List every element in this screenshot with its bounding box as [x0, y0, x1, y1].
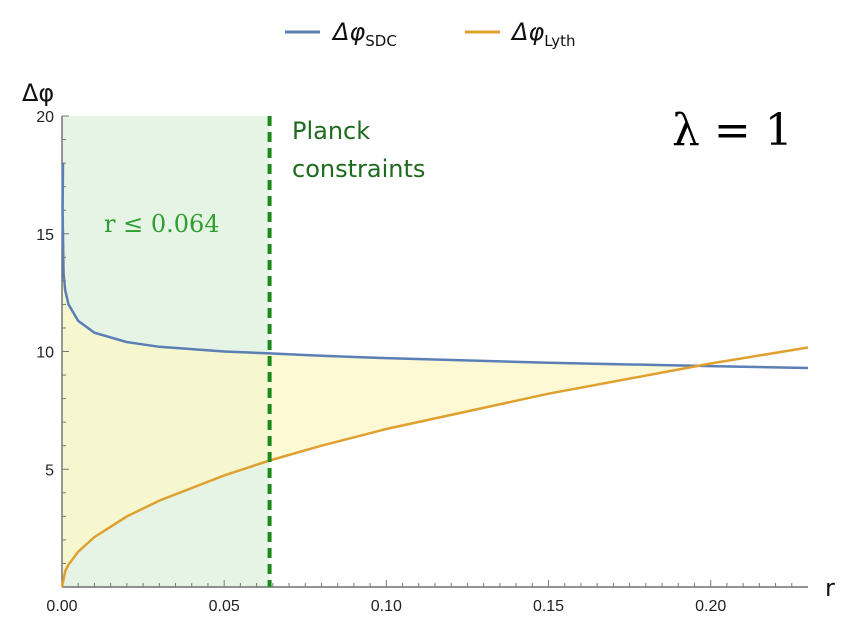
x-tick-label: 0.05: [209, 598, 240, 615]
y-tick-label: 5: [45, 462, 54, 479]
x-tick-label: 0.10: [371, 598, 402, 615]
fill-between-curves: [62, 210, 697, 587]
series-line-lyth: [60, 346, 809, 588]
x-axis-label: r: [825, 574, 835, 602]
legend-symbol-sdc: Δφ: [331, 18, 365, 46]
x-tick-label: 0.15: [533, 598, 564, 615]
lambda-label: λ = 1: [672, 105, 793, 156]
r-constraint-label: r ≤ 0.064: [104, 210, 220, 238]
plot-area: 5 10 15 20 0.00 0.05 0.10 0.15 0.20: [36, 109, 809, 615]
planck-label-line1: Planck: [292, 117, 370, 145]
planck-label-line2: constraints: [292, 155, 425, 183]
y-axis-label: Δφ: [22, 79, 54, 107]
legend: ΔφSDC ΔφLyth: [285, 18, 576, 50]
y-tick-label: 20: [36, 109, 54, 126]
series-line-sdc: [61, 163, 809, 370]
legend-subscript-lyth: Lyth: [544, 32, 575, 50]
x-tick-label: 0.00: [46, 598, 77, 615]
y-tick-label: 15: [36, 227, 54, 244]
x-tick-label: 0.20: [695, 598, 726, 615]
legend-symbol-lyth: Δφ: [510, 18, 544, 46]
legend-subscript-sdc: SDC: [365, 32, 397, 50]
y-tick-label: 10: [36, 345, 54, 362]
legend-label-lyth: ΔφLyth: [510, 18, 576, 50]
legend-label-sdc: ΔφSDC: [331, 18, 397, 50]
